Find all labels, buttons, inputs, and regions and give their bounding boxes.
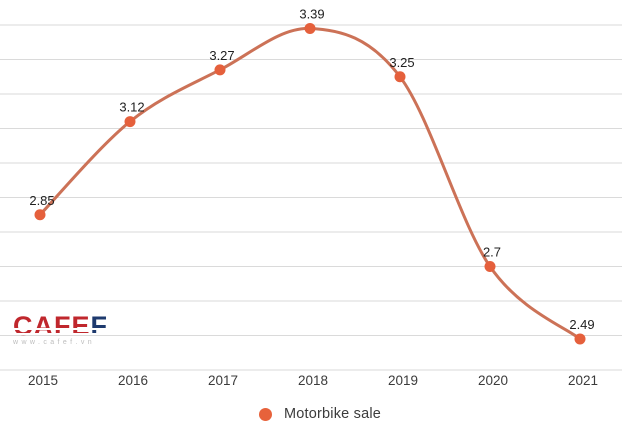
- legend-label: Motorbike sale: [283, 406, 382, 422]
- legend: Motorbike sale: [0, 402, 640, 426]
- data-point: [124, 116, 136, 128]
- data-point: [574, 333, 586, 345]
- cafef-watermark: CAFEF www.cafef.vn: [13, 311, 145, 346]
- data-point-label: 2.7: [483, 245, 501, 260]
- cafef-logo: CAFEF: [13, 311, 145, 341]
- legend-marker-icon: [258, 407, 272, 421]
- data-point-label: 3.25: [389, 55, 414, 70]
- data-point-label: 3.27: [209, 48, 234, 63]
- data-point: [214, 64, 226, 76]
- cafef-url: www.cafef.vn: [13, 339, 96, 346]
- data-point-label: 2.85: [29, 193, 54, 208]
- data-point: [304, 22, 316, 34]
- data-point-label: 2.49: [569, 317, 594, 332]
- series-line: [38, 26, 582, 341]
- x-axis-label: 2020: [478, 373, 508, 388]
- cafef-logo-main: CAFE: [13, 311, 91, 341]
- cafef-logo-accent: F: [90, 311, 108, 341]
- data-point-label: 3.12: [119, 100, 144, 115]
- data-point: [34, 209, 46, 221]
- data-point: [484, 261, 496, 272]
- data-point: [394, 71, 406, 83]
- x-axis-label: 2017: [208, 373, 238, 388]
- data-point-label: 3.39: [299, 6, 324, 21]
- x-axis-label: 2016: [118, 373, 148, 388]
- x-axis-label: 2015: [28, 373, 58, 388]
- x-axis-label: 2021: [568, 373, 598, 388]
- x-axis-label: 2019: [388, 373, 418, 388]
- x-axis-label: 2018: [298, 373, 328, 388]
